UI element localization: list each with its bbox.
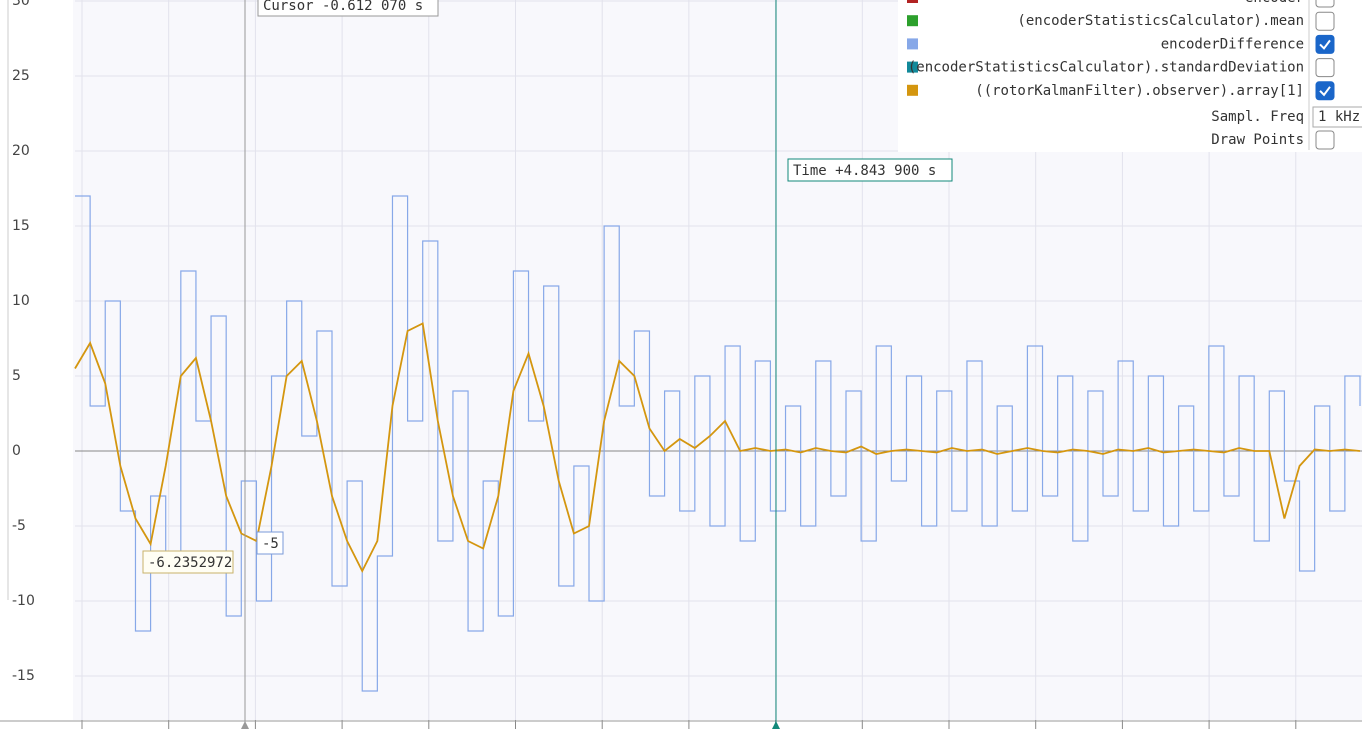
legend-swatch	[907, 61, 918, 73]
y-tick-label: -15	[12, 668, 35, 684]
checkbox[interactable]	[1315, 0, 1335, 8]
legend-swatch	[907, 84, 918, 96]
annotation: -5	[262, 536, 279, 552]
annotation-box	[787, 158, 953, 182]
setting-label: Sampl. Freq	[1211, 109, 1304, 125]
y-tick-label: -5	[12, 518, 26, 534]
checkbox[interactable]	[1315, 34, 1335, 54]
legend-panel	[898, 0, 1362, 152]
legend-swatch	[907, 15, 918, 27]
freq-value[interactable]: 1 kHz	[1318, 109, 1360, 125]
annotation: Time +4.843 900 s	[793, 163, 936, 179]
annotation-box	[257, 0, 439, 17]
legend-label[interactable]: (encoderStatisticsCalculator).mean	[1017, 13, 1304, 29]
y-tick-label: -10	[12, 593, 35, 609]
annotation: Cursor -0.612 070 s	[263, 0, 423, 14]
freq-input[interactable]	[1312, 106, 1362, 128]
y-tick-label: 15	[12, 218, 30, 234]
check-mark	[1319, 86, 1331, 97]
checkbox[interactable]	[1315, 130, 1335, 150]
legend-swatch	[907, 0, 918, 3]
time-marker	[772, 721, 780, 729]
legend-label[interactable]: (encoderStatisticsCalculator).standardDe…	[908, 60, 1304, 76]
cursor-marker	[241, 721, 249, 729]
checkbox[interactable]	[1315, 11, 1335, 31]
check-mark	[1319, 39, 1331, 50]
checkbox[interactable]	[1315, 58, 1335, 78]
y-tick-label: 25	[12, 68, 30, 84]
y-tick-label: 30	[12, 0, 30, 9]
y-tick-label: 10	[12, 293, 30, 309]
y-tick-label: 0	[12, 443, 21, 459]
series-line	[74, 322, 1361, 573]
legend-label[interactable]: encoderDifference	[1161, 36, 1304, 52]
annotation-box	[256, 531, 284, 555]
annotation-box	[142, 550, 234, 574]
annotation: -6.2352972	[148, 555, 232, 571]
checkbox[interactable]	[1315, 81, 1335, 101]
legend-label[interactable]: ((rotorKalmanFilter).observer).array[1]	[975, 83, 1304, 99]
setting-label: Draw Points	[1211, 132, 1304, 148]
legend-swatch	[907, 38, 918, 50]
y-tick-label: 20	[12, 143, 30, 159]
y-tick-label: 5	[12, 368, 21, 384]
series-line	[75, 195, 1361, 692]
legend-label[interactable]: encoder	[1245, 0, 1304, 6]
